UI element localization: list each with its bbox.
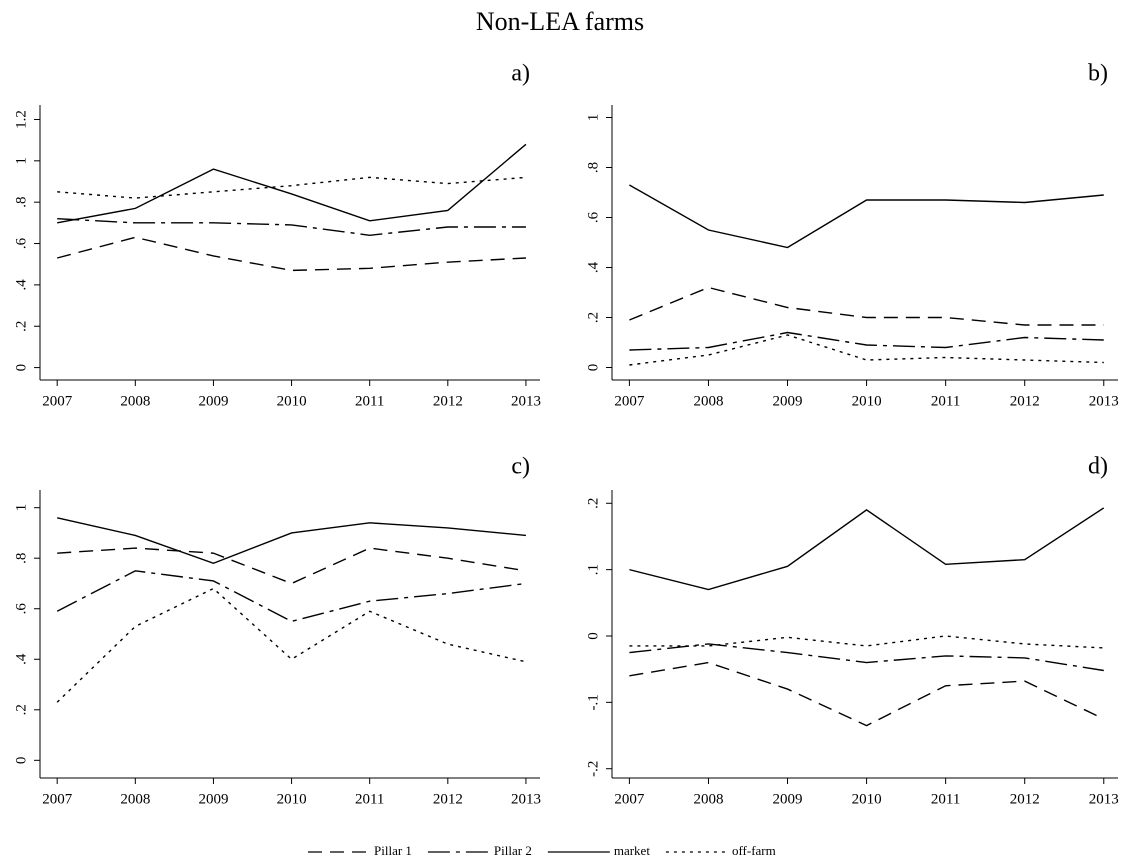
x-tick-label: 2013 xyxy=(511,791,541,807)
y-tick-label: .1 xyxy=(585,564,601,575)
line-series xyxy=(629,184,1104,249)
panel-label: c) xyxy=(511,454,530,480)
line-series xyxy=(629,331,1104,351)
legend-label: Pillar 2 xyxy=(494,843,532,858)
x-tick-label: 2013 xyxy=(1089,393,1119,409)
x-tick-label: 2010 xyxy=(277,791,307,807)
x-tick-label: 2012 xyxy=(433,393,463,409)
legend: Pillar 1 Pillar 2 market off-farm xyxy=(308,843,776,858)
y-tick-label: -.2 xyxy=(585,761,601,777)
x-tick-label: 2010 xyxy=(277,393,307,409)
legend-label: off-farm xyxy=(732,843,776,858)
y-tick-label: 1 xyxy=(13,157,29,165)
x-tick-label: 2012 xyxy=(1010,791,1040,807)
chart-title: Non-LEA farms xyxy=(476,7,644,36)
y-tick-label: 0 xyxy=(13,364,29,372)
x-tick-label: 2011 xyxy=(931,791,960,807)
x-tick-label: 2009 xyxy=(198,393,228,409)
y-tick-label: .2 xyxy=(13,704,29,715)
x-tick-label: 2007 xyxy=(614,791,645,807)
y-tick-label: .8 xyxy=(585,162,601,173)
y-tick-label: 1 xyxy=(13,504,29,512)
line-series xyxy=(629,661,1105,727)
y-tick-label: 0 xyxy=(585,632,601,640)
x-tick-label: 2008 xyxy=(120,791,150,807)
panel-label: d) xyxy=(1088,454,1108,480)
x-tick-label: 2011 xyxy=(355,393,384,409)
x-tick-label: 2013 xyxy=(1089,791,1119,807)
y-tick-label: .8 xyxy=(13,197,29,208)
x-tick-label: 2007 xyxy=(42,393,73,409)
y-tick-label: .4 xyxy=(13,653,29,665)
line-series xyxy=(56,587,527,703)
x-tick-label: 2009 xyxy=(773,791,803,807)
y-tick-label: .6 xyxy=(585,211,601,223)
line-series xyxy=(57,517,527,565)
x-tick-label: 2008 xyxy=(120,393,150,409)
legend-label: market xyxy=(614,843,650,858)
line-series xyxy=(629,334,1104,366)
line-series xyxy=(629,507,1105,591)
y-tick-label: .6 xyxy=(13,237,29,249)
x-tick-label: 2008 xyxy=(693,393,723,409)
line-series xyxy=(57,176,526,199)
line-series xyxy=(629,643,1104,672)
x-tick-label: 2009 xyxy=(773,393,803,409)
y-tick-label: .8 xyxy=(13,553,29,564)
x-tick-label: 2007 xyxy=(42,791,73,807)
y-tick-label: 1 xyxy=(585,114,601,122)
y-tick-label: -.1 xyxy=(585,694,601,710)
line-series xyxy=(57,218,526,236)
x-tick-label: 2008 xyxy=(693,791,723,807)
panel-label: b) xyxy=(1088,61,1108,87)
line-series xyxy=(629,635,1104,649)
line-series xyxy=(57,547,527,585)
y-tick-label: .4 xyxy=(585,261,601,273)
x-tick-label: 2012 xyxy=(433,791,463,807)
y-tick-label: 1.2 xyxy=(13,110,29,129)
line-series xyxy=(57,143,527,224)
x-tick-label: 2007 xyxy=(614,393,645,409)
line-series xyxy=(57,236,526,272)
x-tick-label: 2009 xyxy=(198,791,228,807)
y-tick-label: .4 xyxy=(13,279,29,291)
line-series xyxy=(629,286,1104,326)
y-tick-label: 0 xyxy=(13,757,29,765)
x-tick-label: 2013 xyxy=(511,393,541,409)
x-tick-label: 2011 xyxy=(355,791,384,807)
y-tick-label: .2 xyxy=(585,498,601,509)
x-tick-label: 2010 xyxy=(852,393,882,409)
legend-label: Pillar 1 xyxy=(374,843,412,858)
x-tick-label: 2011 xyxy=(931,393,960,409)
y-tick-label: .2 xyxy=(585,312,601,323)
y-tick-label: .2 xyxy=(13,321,29,332)
y-tick-label: 0 xyxy=(585,364,601,372)
x-tick-label: 2010 xyxy=(852,791,882,807)
x-tick-label: 2012 xyxy=(1010,393,1040,409)
line-series xyxy=(56,570,527,623)
y-tick-label: .6 xyxy=(13,603,29,615)
panel-label: a) xyxy=(511,61,530,87)
